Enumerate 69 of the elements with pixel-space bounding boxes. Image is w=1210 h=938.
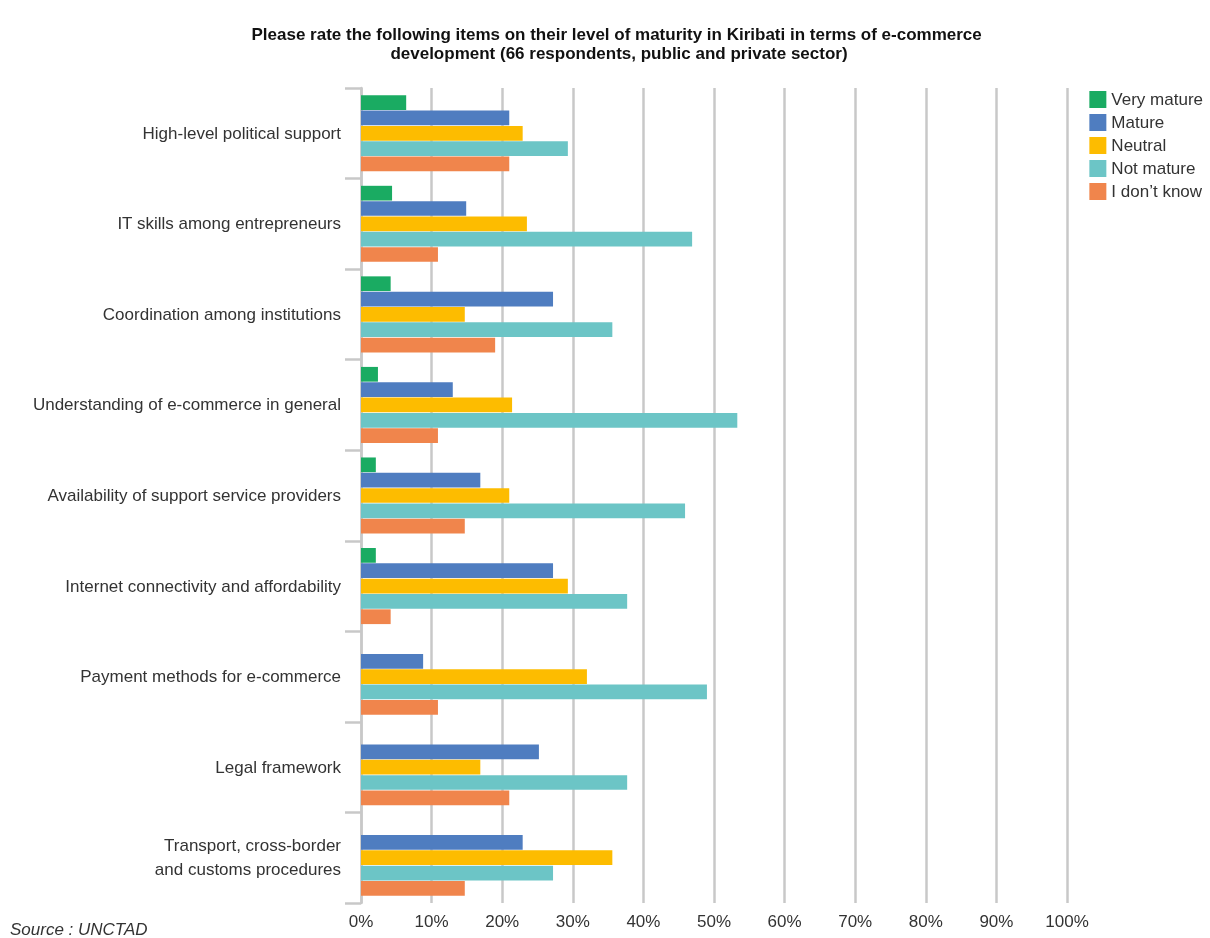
legend-label: I don’t know [1111,182,1203,201]
x-tick-label: 60% [767,912,802,931]
bar [361,790,510,806]
x-tick-label: 30% [555,912,590,931]
bar [361,428,438,443]
x-tick-label: 10% [414,912,449,931]
chart-title: Please rate the following items on their level of maturity in Kiribati in terms of e-commerce development (66 respondents, public and private sector) [251,25,987,63]
legend-label: Very mature [1111,90,1204,109]
bar [361,835,523,850]
bar [361,307,465,322]
y-tick-label: Legal framework [215,757,342,777]
x-tick-label: 0% [348,912,374,931]
bar [361,684,707,700]
bar [361,291,554,307]
bar [361,548,376,563]
bar [361,563,554,579]
bar [361,412,738,428]
legend-label: Neutral [1111,136,1167,155]
bar [361,850,613,866]
bar [361,231,693,247]
bar [361,653,424,669]
bar [361,125,523,141]
bar [361,503,686,519]
x-tick-label: 100% [1045,912,1089,931]
bar [361,744,539,760]
y-tick-label: Internet connectivity and affordability [65,576,342,596]
legend-label: Mature [1111,113,1165,132]
bar [361,669,587,684]
y-tick-label: Transport, cross-border and customs procedures [154,836,342,880]
legend-label: Not mature [1111,159,1196,178]
bar [361,488,510,503]
bar [361,110,510,126]
bar [361,366,378,382]
bar [361,397,513,413]
bar [361,609,391,625]
bar [361,95,407,110]
bar [361,216,527,232]
bar [361,578,568,594]
x-tick-label: 80% [908,912,943,931]
y-tick-label: Availability of support service providers [47,486,341,505]
bar [361,759,481,775]
bar [361,594,628,609]
bar [361,276,391,292]
bar [361,518,465,534]
source-note: Source : UNCTAD [10,920,148,938]
bar [361,247,438,262]
y-tick-label: Understanding of e-commerce in general [32,395,341,415]
bar [361,472,481,488]
bar [361,457,376,473]
x-tick-label: 40% [626,912,661,931]
bar [361,337,496,353]
bar [361,201,467,216]
bar [361,156,510,172]
bar [361,881,465,896]
bar [361,775,628,790]
y-tick-label: Payment methods for e-commerce [80,667,341,687]
bar [361,185,393,201]
bar [361,141,568,156]
x-tick-label: 50% [696,912,732,931]
bar [361,382,453,397]
bar [361,699,438,715]
y-tick-label: Coordination among institutions [102,304,341,324]
x-tick-label: 70% [838,912,873,931]
x-tick-label: 20% [485,912,520,931]
y-tick-label: High-level political support [142,123,342,143]
y-tick-label: IT skills among entrepreneurs [117,214,341,234]
x-tick-label: 90% [979,912,1014,931]
bar [361,322,613,338]
bar [361,865,554,881]
